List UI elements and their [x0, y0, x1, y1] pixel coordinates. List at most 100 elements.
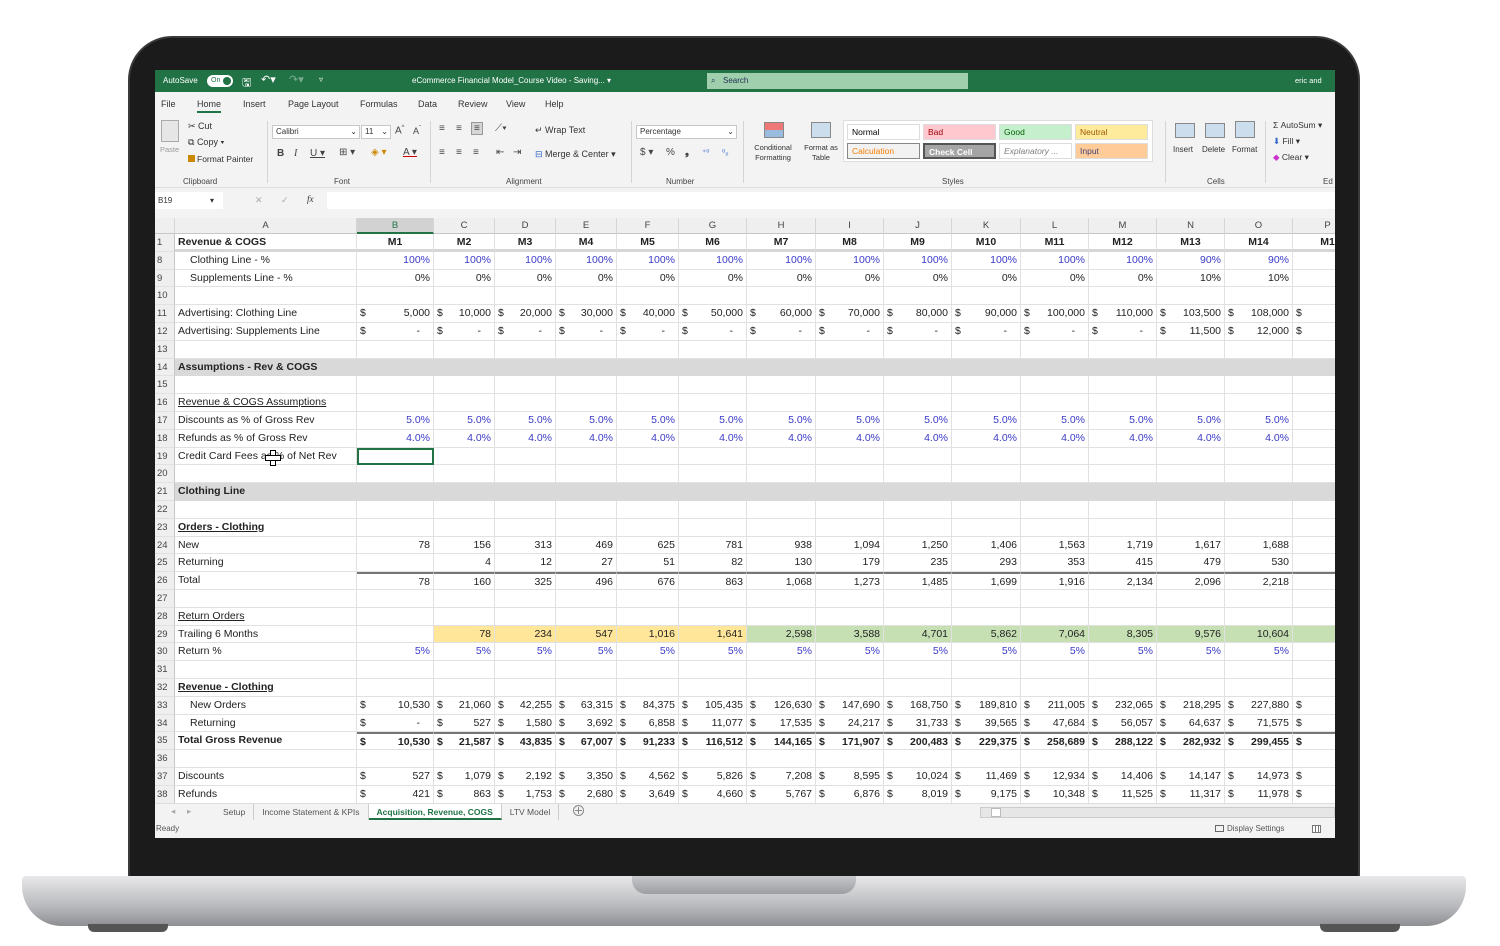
cell-j15[interactable] — [884, 376, 952, 395]
cell-d14[interactable] — [495, 358, 556, 377]
cell-n26[interactable]: 2,096 — [1157, 572, 1225, 590]
cell-e15[interactable] — [556, 376, 617, 395]
cell-p8[interactable] — [1293, 252, 1335, 270]
undo-icon[interactable]: ↶▾ — [261, 74, 276, 86]
cell-c37[interactable]: $1,079 — [434, 768, 495, 786]
cell-l19[interactable] — [1021, 447, 1089, 466]
cell-h19[interactable] — [747, 447, 816, 466]
cell-b24[interactable]: 78 — [357, 536, 434, 555]
cell-h36[interactable] — [747, 750, 816, 768]
row-header[interactable]: 26 — [155, 572, 175, 590]
cell-d10[interactable] — [495, 287, 556, 306]
cell-n35[interactable]: $282,932 — [1157, 732, 1225, 751]
cell-e12[interactable]: $ - — [556, 323, 617, 341]
cell-f11[interactable]: $40,000 — [617, 305, 679, 323]
cell-p22[interactable] — [1293, 501, 1335, 519]
cell-e29[interactable]: 547 — [556, 625, 617, 644]
cell-h11[interactable]: $60,000 — [747, 305, 816, 323]
cell-o22[interactable] — [1225, 501, 1293, 519]
cell-b34[interactable]: $ - — [357, 714, 434, 733]
cell-c33[interactable]: $21,060 — [434, 696, 495, 715]
save-icon[interactable]: 🖫 — [242, 77, 252, 89]
cell-j21[interactable] — [884, 483, 952, 501]
cell-i38[interactable]: $6,876 — [816, 785, 884, 804]
row-header[interactable]: 21 — [155, 483, 175, 501]
cell-p9[interactable] — [1293, 270, 1335, 288]
cell-h25[interactable]: 130 — [747, 554, 816, 573]
cell-i22[interactable] — [816, 501, 884, 519]
cell-j1[interactable]: M9 — [884, 234, 952, 252]
conditional-formatting-icon[interactable] — [764, 122, 784, 138]
cell-l12[interactable]: $ - — [1021, 323, 1089, 341]
column-header-p[interactable]: P — [1293, 218, 1335, 234]
cell-h17[interactable]: 5.0% — [747, 412, 816, 430]
cell-d15[interactable] — [495, 376, 556, 395]
tab-formulas[interactable]: Formulas — [360, 99, 398, 109]
cell-e19[interactable] — [556, 447, 617, 466]
column-header-o[interactable]: O — [1225, 218, 1293, 234]
cell-l25[interactable]: 353 — [1021, 554, 1089, 573]
row-header[interactable]: 10 — [155, 287, 175, 306]
cell-n8[interactable]: 90% — [1157, 251, 1225, 270]
cell-i12[interactable]: $ - — [816, 323, 884, 341]
cell-h33[interactable]: $126,630 — [747, 696, 816, 715]
cell-c32[interactable] — [434, 679, 495, 697]
cell-n15[interactable] — [1157, 376, 1225, 395]
align-right-icon[interactable]: ≡ — [473, 147, 479, 158]
cell-b17[interactable]: 5.0% — [357, 412, 434, 430]
cell-o28[interactable] — [1225, 607, 1293, 626]
cell-g22[interactable] — [679, 501, 747, 519]
row-header[interactable]: 28 — [155, 607, 175, 626]
cell-f8[interactable]: 100% — [617, 251, 679, 270]
column-header-f[interactable]: F — [617, 218, 679, 234]
add-sheet-icon[interactable] — [573, 805, 585, 816]
cell-f24[interactable]: 625 — [617, 536, 679, 555]
cell-f1[interactable]: M5 — [617, 234, 679, 252]
search-box[interactable]: ⌕ Search — [707, 73, 968, 89]
column-header-n[interactable]: N — [1157, 218, 1225, 234]
cell-m29[interactable]: 8,305 — [1089, 625, 1157, 644]
tab-home[interactable]: Home — [197, 99, 222, 113]
cell-g15[interactable] — [679, 376, 747, 395]
row-label[interactable]: Revenue - Clothing — [175, 679, 357, 697]
bold-icon[interactable]: B — [277, 148, 285, 159]
cell-i13[interactable] — [816, 340, 884, 359]
cell-m31[interactable] — [1089, 661, 1157, 679]
row-label[interactable]: Credit Card Fees as % of Net Rev — [175, 447, 357, 466]
cell-d8[interactable]: 100% — [495, 251, 556, 270]
cell-n9[interactable]: 10% — [1157, 269, 1225, 288]
cell-c17[interactable]: 5.0% — [434, 412, 495, 430]
sheet-tab[interactable]: Setup — [215, 804, 255, 820]
cell-g20[interactable] — [679, 465, 747, 484]
cell-d17[interactable]: 5.0% — [495, 412, 556, 430]
cell-j17[interactable]: 5.0% — [884, 412, 952, 430]
cell-m22[interactable] — [1089, 501, 1157, 519]
cell-n21[interactable] — [1157, 483, 1225, 501]
cell-o10[interactable] — [1225, 287, 1293, 306]
cell-m18[interactable]: 4.0% — [1089, 429, 1157, 448]
cell-e20[interactable] — [556, 465, 617, 484]
cell-l22[interactable] — [1021, 501, 1089, 519]
italic-icon[interactable]: I — [294, 148, 298, 159]
cell-p11[interactable]: $112, — [1293, 305, 1335, 323]
cell-m34[interactable]: $56,057 — [1089, 714, 1157, 733]
cell-g19[interactable] — [679, 447, 747, 466]
row-header[interactable]: 35 — [155, 732, 175, 751]
cell-e33[interactable]: $63,315 — [556, 696, 617, 715]
cell-o14[interactable] — [1225, 358, 1293, 377]
cell-j8[interactable]: 100% — [884, 251, 952, 270]
cell-d16[interactable] — [495, 394, 556, 412]
merge-center-button[interactable]: ⊟ Merge & Center ▾ — [535, 149, 616, 159]
cell-e21[interactable] — [556, 483, 617, 501]
cell-n11[interactable]: $103,500 — [1157, 305, 1225, 323]
cell-m21[interactable] — [1089, 483, 1157, 501]
cell-k17[interactable]: 5.0% — [952, 412, 1021, 430]
cell-c23[interactable] — [434, 518, 495, 537]
cell-f14[interactable] — [617, 358, 679, 377]
cell-g13[interactable] — [679, 340, 747, 359]
cell-e1[interactable]: M4 — [556, 234, 617, 252]
scroll-tabs-right-icon[interactable]: ▸ — [187, 806, 192, 816]
cell-p31[interactable] — [1293, 661, 1335, 679]
align-top-icon[interactable]: ≡ — [439, 123, 445, 134]
cell-n14[interactable] — [1157, 358, 1225, 377]
